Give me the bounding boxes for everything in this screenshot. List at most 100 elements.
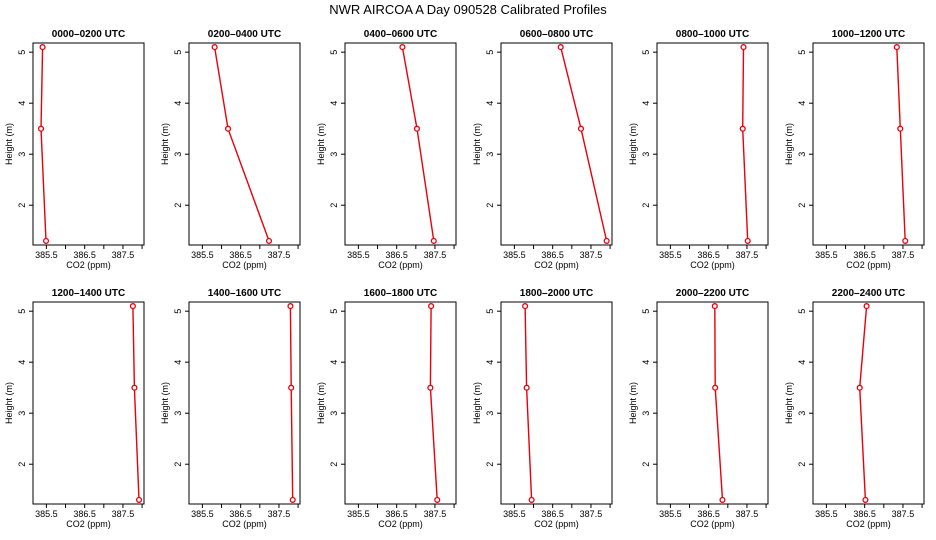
data-point [856, 384, 863, 391]
x-tick-label: 387.5 [580, 250, 603, 260]
y-tick-label: 3 [173, 411, 183, 416]
profile-line [741, 47, 749, 241]
panel-title: 1200–1400 UTC [52, 288, 125, 299]
x-tick-label: 386.5 [73, 509, 96, 519]
x-tick-label: 387.5 [268, 250, 291, 260]
panel-title: 0800–1000 UTC [676, 29, 749, 40]
x-tick-label: 386.5 [853, 250, 876, 260]
x-tick-label: 386.5 [385, 509, 408, 519]
y-tick-label: 5 [797, 309, 807, 314]
profile-line [560, 46, 608, 242]
x-tick-label: 386.5 [853, 509, 876, 519]
plot-frame [344, 301, 457, 505]
y-tick-label: 4 [641, 101, 651, 106]
data-point [399, 44, 406, 51]
data-point [434, 496, 441, 503]
profile-panel: 1800–2000 UTC 385.5 386.5 387.5 2 3 4 5 CO2 (ppm… [472, 288, 613, 529]
y-axis-label: Height (m) [4, 123, 14, 165]
x-axis-label: CO2 (ppm) [846, 519, 891, 529]
panel-title: 0200–0400 UTC [208, 29, 281, 40]
panels-grid: 0000–0200 UTC 385.5 386.5 387.5 2 3 4 5 CO2 (ppm… [4, 29, 925, 529]
panel-title: 0600–0800 UTC [520, 29, 593, 40]
y-tick-label: 4 [797, 360, 807, 365]
y-tick-label: 5 [173, 50, 183, 55]
data-point [719, 496, 726, 503]
x-axis-label: CO2 (ppm) [378, 519, 423, 529]
y-tick-label: 2 [797, 462, 807, 467]
x-axis-label: CO2 (ppm) [846, 260, 891, 270]
plot-frame [500, 301, 613, 505]
y-tick-label: 5 [173, 309, 183, 314]
plot-frame [32, 42, 145, 246]
y-tick-label: 4 [485, 360, 495, 365]
y-tick-label: 2 [329, 203, 339, 208]
x-tick-label: 386.5 [697, 250, 720, 260]
data-point [131, 384, 138, 391]
x-axis-label: CO2 (ppm) [534, 260, 579, 270]
plot-frame [656, 42, 769, 246]
profile-line [524, 306, 533, 500]
x-tick-label: 385.5 [191, 250, 214, 260]
y-tick-label: 2 [641, 462, 651, 467]
data-point [129, 303, 136, 310]
data-point [557, 44, 564, 51]
data-point [523, 384, 530, 391]
data-point [39, 44, 46, 51]
data-point [42, 237, 50, 244]
panel-title: 1400–1600 UTC [208, 288, 281, 299]
data-point [287, 303, 294, 310]
panel-title: 2200–2400 UTC [832, 288, 905, 299]
y-tick-label: 3 [17, 411, 27, 416]
data-point [37, 125, 45, 132]
y-tick-label: 4 [641, 360, 651, 365]
plot-frame [188, 301, 301, 505]
y-tick-label: 4 [173, 101, 183, 106]
y-tick-label: 5 [17, 309, 27, 314]
x-tick-label: 387.5 [268, 509, 291, 519]
x-tick-label: 385.5 [815, 250, 838, 260]
y-axis-label: Height (m) [472, 382, 482, 424]
profile-panel: 1600–1800 UTC 385.5 386.5 387.5 2 3 4 5 CO2 (ppm… [316, 288, 457, 529]
x-tick-label: 385.5 [815, 509, 838, 519]
data-point [902, 237, 909, 244]
x-axis-label: CO2 (ppm) [66, 519, 111, 529]
y-tick-label: 2 [17, 203, 27, 208]
data-point [739, 125, 746, 132]
x-tick-label: 387.5 [580, 509, 603, 519]
data-point [522, 303, 529, 310]
y-tick-label: 3 [17, 152, 27, 157]
x-axis-label: CO2 (ppm) [378, 260, 423, 270]
data-point [603, 237, 610, 244]
x-axis-label: CO2 (ppm) [534, 519, 579, 529]
y-tick-label: 5 [797, 50, 807, 55]
x-tick-label: 386.5 [229, 509, 252, 519]
x-tick-label: 387.5 [892, 250, 915, 260]
panel-title: 1800–2000 UTC [520, 288, 593, 299]
x-tick-label: 387.5 [424, 250, 447, 260]
profile-line [289, 306, 294, 500]
y-axis-label: Height (m) [472, 123, 482, 165]
x-tick-label: 387.5 [736, 509, 759, 519]
y-tick-label: 4 [329, 101, 339, 106]
data-point [528, 496, 535, 503]
profile-line [858, 306, 868, 500]
y-tick-label: 2 [173, 462, 183, 467]
x-tick-label: 385.5 [191, 509, 214, 519]
y-axis-label: Height (m) [316, 123, 326, 165]
x-tick-label: 386.5 [541, 509, 564, 519]
y-axis-label: Height (m) [160, 123, 170, 165]
x-axis-label: CO2 (ppm) [222, 519, 267, 529]
y-tick-label: 2 [797, 203, 807, 208]
plot-frame [500, 42, 613, 246]
data-point [135, 496, 143, 503]
y-tick-label: 4 [173, 360, 183, 365]
profile-line [429, 306, 438, 500]
plot-frame [812, 301, 925, 505]
data-point [289, 496, 296, 503]
y-tick-label: 3 [641, 152, 651, 157]
plot-frame [812, 42, 925, 246]
y-axis-label: Height (m) [316, 382, 326, 424]
y-tick-label: 4 [17, 360, 27, 365]
x-tick-label: 387.5 [736, 250, 759, 260]
